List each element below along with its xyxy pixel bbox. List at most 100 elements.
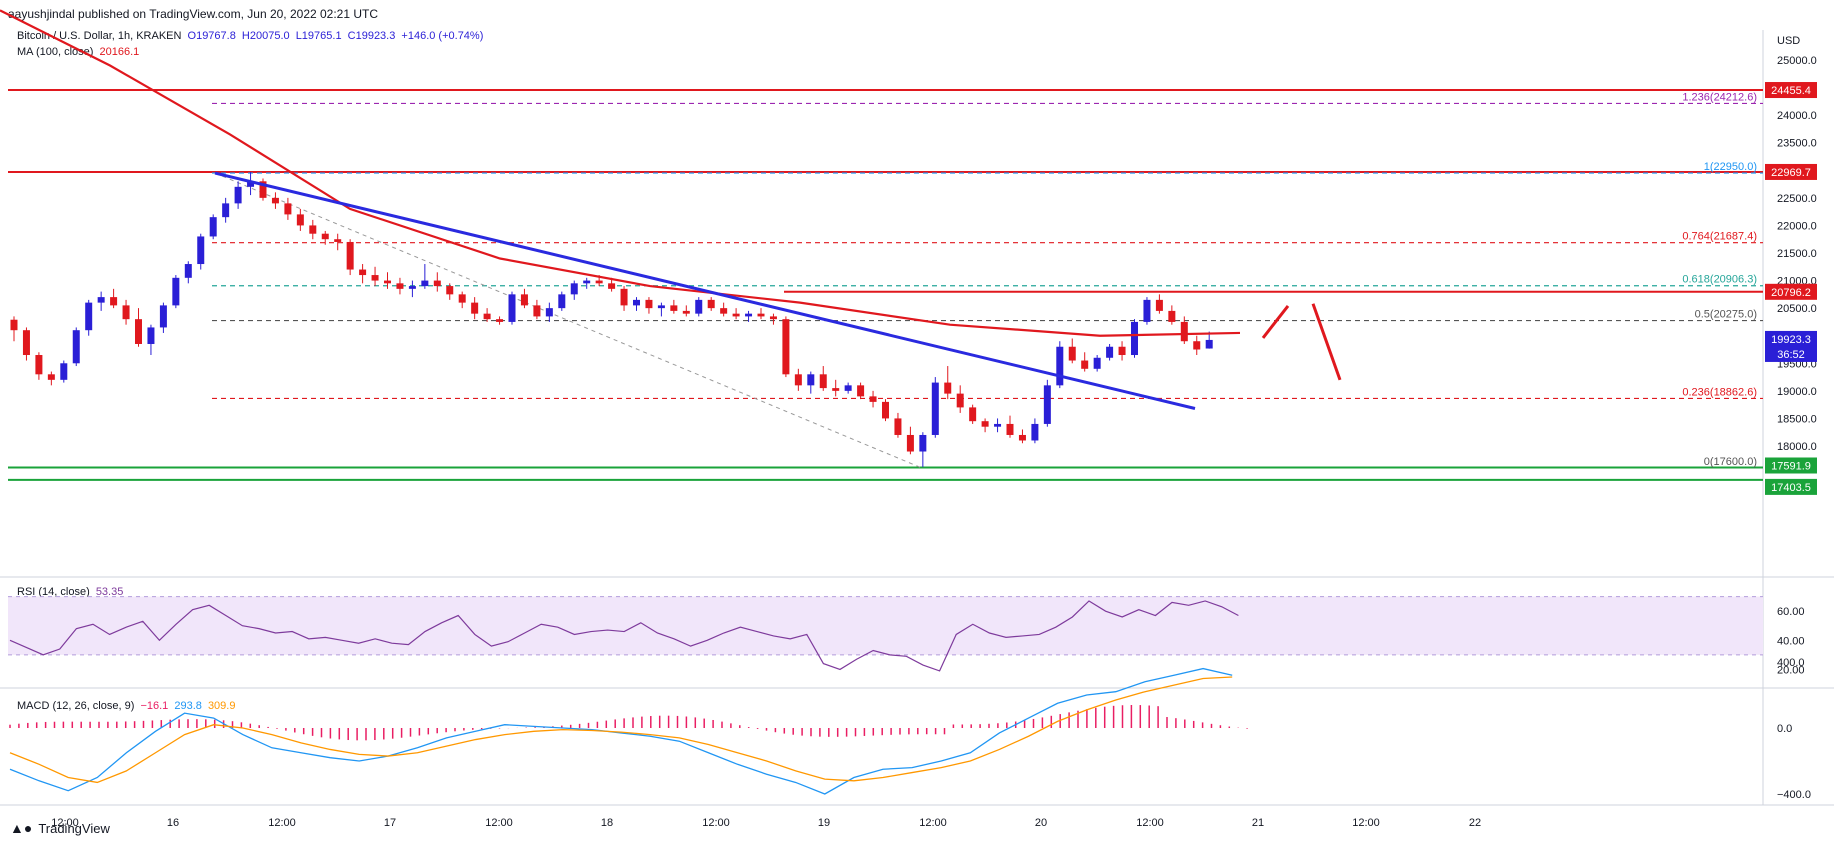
candle-body xyxy=(558,294,566,309)
candle xyxy=(882,399,889,422)
candle xyxy=(645,297,653,314)
candle-body xyxy=(135,319,142,344)
price-badge-bg xyxy=(1765,82,1817,99)
candle xyxy=(184,261,192,284)
candle-body xyxy=(807,374,815,386)
price-badge-label: 20796.2 xyxy=(1771,287,1811,299)
candle-body xyxy=(1006,423,1014,435)
candle xyxy=(682,305,690,317)
fib-level-label: 1(22950.0) xyxy=(1704,161,1757,173)
fib-level-label: 0.236(18862.6) xyxy=(1682,386,1757,398)
candle xyxy=(10,316,18,342)
macd-hist-value: −16.1 xyxy=(140,700,169,712)
candle-body xyxy=(906,434,914,452)
candle xyxy=(135,308,142,347)
candle xyxy=(857,382,865,400)
price-badge: 36:52 xyxy=(1765,345,1817,362)
candle-body xyxy=(496,319,504,322)
projection-down-stroke xyxy=(1311,303,1342,381)
candle-body xyxy=(819,374,827,389)
candle xyxy=(844,382,852,394)
x-tick-label: 12:00 xyxy=(1352,817,1380,829)
candle xyxy=(1043,379,1051,427)
candle xyxy=(321,230,329,245)
candle xyxy=(794,368,802,391)
price-badge: 19923.3 xyxy=(1765,330,1817,347)
candle xyxy=(994,418,1002,433)
candle xyxy=(769,313,777,325)
candle xyxy=(234,181,242,209)
candle-body xyxy=(707,299,715,309)
x-tick-label: 17 xyxy=(384,817,396,829)
candle xyxy=(745,310,753,322)
candle xyxy=(271,192,279,209)
candle xyxy=(334,233,342,251)
ohlc-close: C19923.3 xyxy=(347,30,396,42)
candle-body xyxy=(296,214,304,226)
candle xyxy=(1031,418,1039,444)
candle xyxy=(147,324,155,356)
macd-signal-line xyxy=(9,676,1233,784)
candle xyxy=(359,264,367,284)
candle xyxy=(85,299,93,336)
candle-body xyxy=(969,407,977,422)
x-tick-label: 12:00 xyxy=(485,817,513,829)
candle xyxy=(969,404,977,424)
price-badge-bg xyxy=(1765,478,1817,495)
candle-body xyxy=(732,313,740,317)
candle xyxy=(172,275,180,309)
fib-level-label: 0.618(20906.3) xyxy=(1682,274,1757,286)
candle xyxy=(1056,341,1064,389)
candle-body xyxy=(981,421,989,427)
candle-body xyxy=(1118,346,1126,356)
candle xyxy=(1168,305,1176,325)
candle-body xyxy=(433,280,441,287)
candle-body xyxy=(919,434,927,452)
tradingview-brand: TradingView xyxy=(38,820,110,836)
candle xyxy=(47,371,55,386)
rsi-value: 53.35 xyxy=(95,586,124,598)
macd-axis-label: 400.0 xyxy=(1777,657,1805,669)
candle xyxy=(832,379,840,397)
candle xyxy=(396,277,404,295)
candle-body xyxy=(1056,346,1064,386)
fib-level-label: 0.5(20275.0) xyxy=(1695,309,1757,321)
candle xyxy=(807,371,815,394)
rsi-axis-label: 20.00 xyxy=(1777,664,1805,676)
currency-label: USD xyxy=(1777,35,1800,47)
candle-body xyxy=(346,241,354,270)
candle-body xyxy=(1205,339,1213,349)
tradingview-logo[interactable]: ▲● TradingView xyxy=(10,820,110,836)
candle xyxy=(384,272,391,289)
price-badge-label: 17403.5 xyxy=(1771,482,1811,494)
candle xyxy=(247,171,255,196)
candle xyxy=(732,308,740,320)
candle xyxy=(483,308,491,322)
candle xyxy=(35,352,43,380)
price-badge-label: 17591.9 xyxy=(1771,461,1811,473)
y-tick-label: 25000.0 xyxy=(1777,55,1817,67)
candle-body xyxy=(1031,423,1039,441)
candle-body xyxy=(657,305,665,309)
candle xyxy=(1081,352,1089,372)
candle-body xyxy=(408,286,416,289)
candle-body xyxy=(844,385,852,391)
price-badge-bg xyxy=(1765,457,1817,474)
candle-body xyxy=(832,388,840,391)
fib-level-label: 0(17600.0) xyxy=(1704,456,1757,468)
macd-signal-value: 309.9 xyxy=(207,700,236,712)
candle xyxy=(72,327,80,367)
x-tick-label: 12:00 xyxy=(51,817,79,829)
candle xyxy=(1006,415,1014,438)
candle xyxy=(782,316,790,378)
projection-up-stroke xyxy=(1261,305,1290,339)
candle xyxy=(1180,316,1188,344)
fib-level-label: 0.764(21687.4) xyxy=(1682,231,1757,243)
x-tick-label: 18 xyxy=(601,817,613,829)
candle xyxy=(446,283,454,300)
ma-label: MA (100, close) xyxy=(17,46,94,58)
candle-body xyxy=(359,269,367,276)
candle xyxy=(1155,294,1163,314)
candle-body xyxy=(670,305,678,311)
